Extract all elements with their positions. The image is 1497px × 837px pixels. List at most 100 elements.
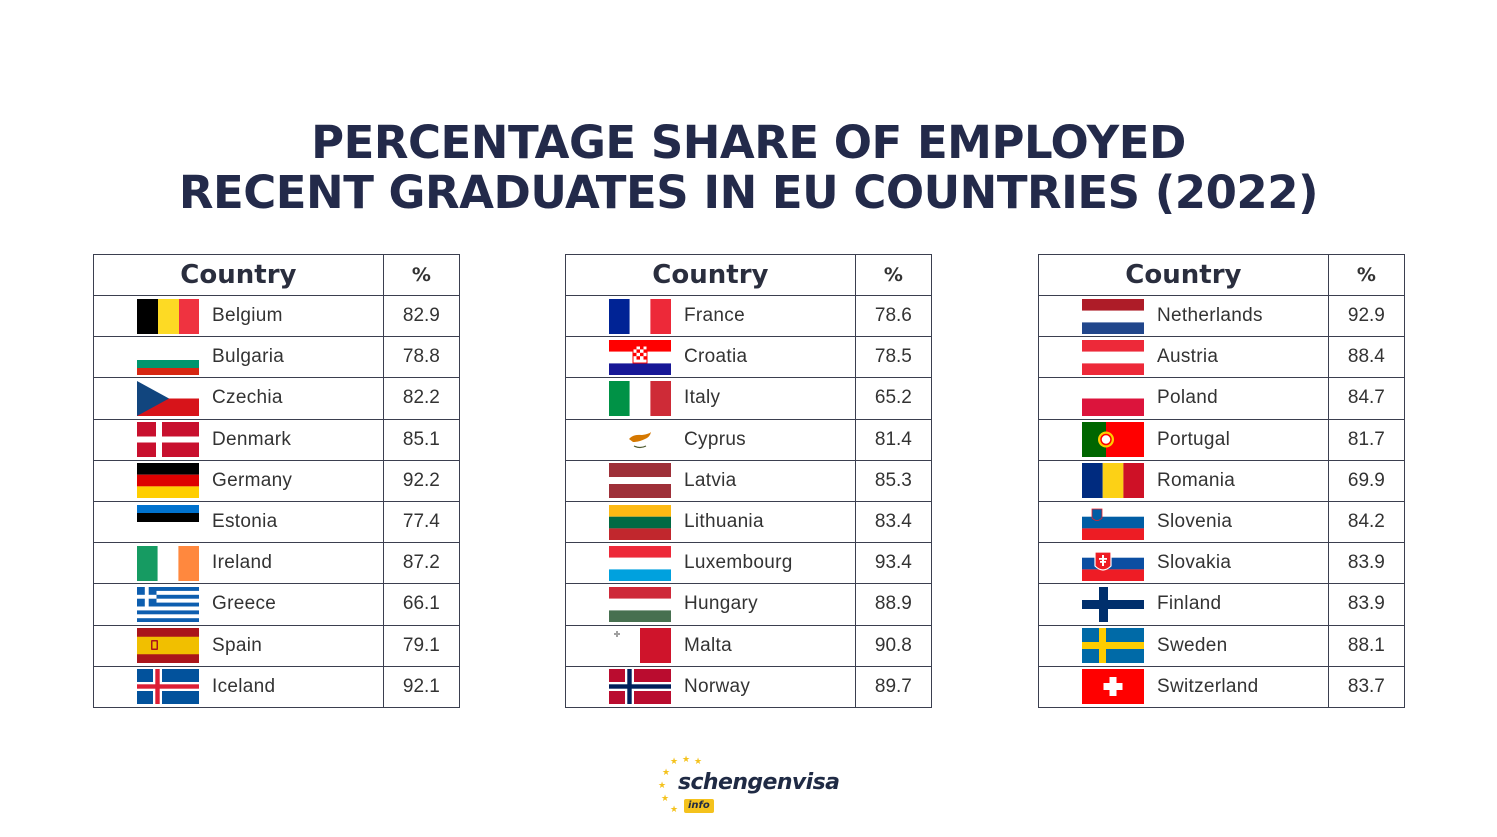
table-row: Ireland 87.2 (93, 542, 461, 585)
percent-value: 92.2 (382, 459, 461, 502)
table-row: Netherlands 92.9 (1038, 294, 1406, 338)
country-cell: Bulgaria (93, 336, 384, 379)
percent-value: 84.7 (1327, 377, 1406, 420)
svg-text:★: ★ (670, 805, 678, 815)
column-header-percent: % (1327, 254, 1406, 296)
country-cell: Norway (565, 665, 856, 708)
country-name: Estonia (212, 511, 278, 533)
country-cell: Lithuania (565, 500, 856, 544)
percent-value: 78.5 (854, 336, 933, 379)
country-name: Malta (684, 634, 732, 656)
iceland-flag-icon (137, 669, 199, 705)
country-cell: Germany (93, 459, 384, 502)
svg-text:★: ★ (670, 757, 678, 767)
percent-value: 77.4 (382, 500, 461, 544)
percent-value: 89.7 (854, 665, 933, 708)
svg-text:★: ★ (658, 781, 666, 791)
country-cell: Luxembourg (565, 542, 856, 585)
cyprus-flag-icon (609, 422, 671, 458)
country-name: Czechia (212, 387, 283, 409)
country-name: Slovakia (1157, 552, 1232, 574)
country-name: Iceland (212, 675, 276, 697)
czechia-flag-icon (137, 380, 199, 416)
country-name: Italy (684, 387, 721, 409)
country-cell: Sweden (1038, 624, 1329, 667)
slovakia-flag-icon (1082, 545, 1144, 581)
table-row: Malta 90.8 (565, 624, 933, 667)
percent-value: 83.4 (854, 500, 933, 544)
country-cell: Ireland (93, 542, 384, 585)
country-name: Finland (1157, 593, 1222, 615)
malta-flag-icon (609, 628, 671, 664)
country-name: Belgium (212, 305, 283, 327)
country-name: Greece (212, 593, 277, 615)
country-name: Spain (212, 634, 263, 656)
country-name: Ireland (212, 552, 273, 574)
estonia-flag-icon (137, 504, 199, 540)
country-cell: Greece (93, 583, 384, 626)
country-name: Bulgaria (212, 346, 285, 368)
italy-flag-icon (609, 380, 671, 416)
table-row: Denmark 85.1 (93, 418, 461, 461)
percent-value: 88.1 (1327, 624, 1406, 667)
country-cell: Iceland (93, 665, 384, 708)
percent-value: 83.9 (1327, 583, 1406, 626)
country-cell: Portugal (1038, 418, 1329, 461)
country-name: Norway (684, 675, 751, 697)
country-cell: Slovenia (1038, 500, 1329, 544)
france-flag-icon (609, 298, 671, 334)
country-table-1: Country % Belgium 82.9 Bulgaria 78.8 Czechia… (93, 254, 461, 708)
country-name: Hungary (684, 593, 758, 615)
country-name: Croatia (684, 346, 748, 368)
country-cell: Croatia (565, 336, 856, 379)
country-cell: Italy (565, 377, 856, 420)
croatia-flag-icon (609, 339, 671, 375)
belgium-flag-icon (137, 298, 199, 334)
percent-value: 78.6 (854, 294, 933, 338)
schengenvisa-logo: ★ ★ ★ ★ ★ ★ ★ schengenvisa info (656, 755, 846, 817)
germany-flag-icon (137, 463, 199, 499)
title-line-1: PERCENTAGE SHARE OF EMPLOYED (311, 116, 1186, 169)
country-cell: Switzerland (1038, 665, 1329, 708)
table-row: Estonia 77.4 (93, 500, 461, 544)
table-row: Luxembourg 93.4 (565, 542, 933, 585)
denmark-flag-icon (137, 422, 199, 458)
table-row: Italy 65.2 (565, 377, 933, 420)
table-row: Lithuania 83.4 (565, 500, 933, 544)
percent-value: 78.8 (382, 336, 461, 379)
portugal-flag-icon (1082, 422, 1144, 458)
percent-value: 82.2 (382, 377, 461, 420)
country-name: Luxembourg (684, 552, 793, 574)
country-cell: Latvia (565, 459, 856, 502)
finland-flag-icon (1082, 586, 1144, 622)
svg-text:★: ★ (694, 757, 702, 767)
lithuania-flag-icon (609, 504, 671, 540)
country-name: Denmark (212, 428, 292, 450)
column-header-country: Country (1038, 254, 1329, 296)
country-name: Romania (1157, 469, 1236, 491)
percent-value: 85.1 (382, 418, 461, 461)
country-cell: Denmark (93, 418, 384, 461)
country-name: Cyprus (684, 428, 746, 450)
country-cell: Finland (1038, 583, 1329, 626)
spain-flag-icon (137, 628, 199, 664)
country-cell: Hungary (565, 583, 856, 626)
switzerland-flag-icon (1082, 669, 1144, 705)
percent-value: 66.1 (382, 583, 461, 626)
percent-value: 88.9 (854, 583, 933, 626)
column-header-country: Country (93, 254, 384, 296)
svg-text:★: ★ (662, 768, 670, 778)
latvia-flag-icon (609, 463, 671, 499)
page-title: PERCENTAGE SHARE OF EMPLOYED RECENT GRAD… (0, 118, 1497, 218)
table-row: Austria 88.4 (1038, 336, 1406, 379)
percent-value: 83.7 (1327, 665, 1406, 708)
austria-flag-icon (1082, 339, 1144, 375)
percent-value: 93.4 (854, 542, 933, 585)
country-cell: Belgium (93, 294, 384, 338)
hungary-flag-icon (609, 586, 671, 622)
table-row: Portugal 81.7 (1038, 418, 1406, 461)
country-name: Portugal (1157, 428, 1231, 450)
table-row: Greece 66.1 (93, 583, 461, 626)
table-row: Spain 79.1 (93, 624, 461, 667)
percent-value: 90.8 (854, 624, 933, 667)
